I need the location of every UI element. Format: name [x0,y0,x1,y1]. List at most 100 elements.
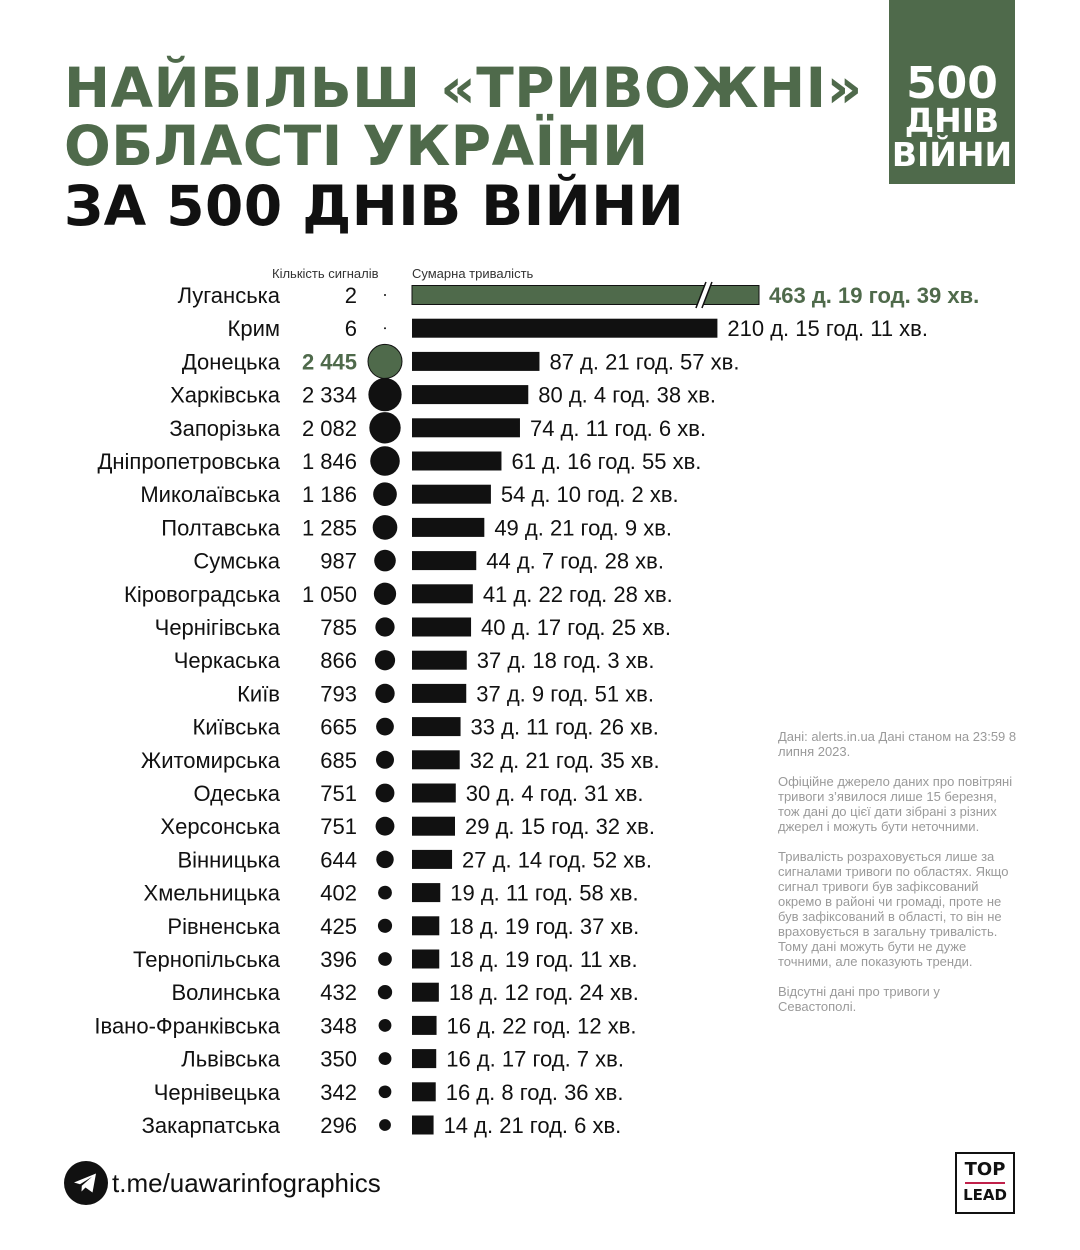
duration-label: 40 д. 17 год. 25 хв. [481,615,671,640]
duration-label: 37 д. 18 год. 3 хв. [477,648,655,673]
signal-count-label: 1 050 [302,582,357,607]
duration-bar [411,285,760,305]
alerts-chart: Луганська 2 463 д. 19 год. 39 хв. Крим 6 210 … [94,281,979,1138]
signal-count-label: 751 [320,781,357,806]
logo-top-text: TOP [964,1159,1006,1180]
region-label: Івано-Франківська [94,1013,280,1038]
logo-divider [965,1182,1005,1184]
signal-count-dot [370,446,400,476]
duration-bar [412,418,520,438]
signal-count-dot [378,952,392,966]
duration-label: 29 д. 15 год. 32 хв. [465,814,655,839]
signal-count-dot [368,377,402,412]
signal-count-label: 432 [320,980,357,1005]
signal-count-label: 425 [320,914,357,939]
region-label: Рівненська [167,914,280,939]
badge-number: 500 [906,58,998,109]
duration-label: 16 д. 22 год. 12 хв. [447,1013,637,1038]
signal-count-dot [376,750,394,769]
duration-bar [412,351,540,371]
region-label: Київська [193,715,281,740]
duration-column-header: Сумарна тривалість [412,266,534,281]
duration-bar [412,683,467,703]
region-label: Полтавська [161,515,280,540]
signal-count-label: 2 445 [302,349,357,374]
signal-count-label: 685 [320,748,357,773]
signal-count-label: 342 [320,1080,357,1105]
duration-bar [412,551,477,571]
duration-bar [412,517,485,537]
duration-label: 37 д. 9 год. 51 хв. [476,681,654,706]
signal-count-dot [375,683,395,704]
signal-count-dot [377,985,393,1000]
region-label: Волинська [171,980,280,1005]
region-label: Сумська [193,549,280,574]
signal-count-label: 396 [320,947,357,972]
region-label: Крим [228,316,280,341]
signal-count-dot [375,617,395,637]
region-label: Луганська [178,283,281,308]
region-label: Кіровоградська [124,582,281,607]
duration-bar [412,584,473,604]
signal-count-label: 785 [320,615,357,640]
telegram-link-text: t.me/uawarinfographics [112,1167,381,1198]
telegram-icon [64,1161,108,1205]
duration-bar [412,451,502,471]
signal-count-dot [376,717,394,736]
duration-bar [412,1015,437,1035]
signal-count-dot [376,850,394,869]
note-duration-method: Тривалість розраховується лише за сигнал… [778,849,1009,969]
region-label: Тернопільська [133,947,281,972]
signal-count-label: 2 334 [302,383,357,408]
signal-count-label: 348 [320,1013,357,1038]
note-official-source: Офіційне джерело даних про повітряні три… [778,774,1013,834]
region-label: Київ [237,681,280,706]
signal-count-dot [377,918,393,933]
duration-label: 16 д. 17 год. 7 хв. [446,1047,624,1072]
signal-count-label: 1 186 [302,482,357,507]
signal-count-dot [373,482,397,507]
duration-bar [412,1049,437,1069]
duration-label: 61 д. 16 год. 55 хв. [511,449,701,474]
signal-count-label: 866 [320,648,357,673]
duration-label: 32 д. 21 год. 35 хв. [470,748,660,773]
title-line-2: ОБЛАСТІ УКРАЇНИ [64,114,649,178]
signal-count-label: 665 [320,715,357,740]
duration-label: 87 д. 21 год. 57 хв. [549,349,739,374]
region-label: Чернівецька [154,1080,281,1105]
duration-label: 54 д. 10 год. 2 хв. [501,482,679,507]
duration-label: 18 д. 19 год. 37 хв. [449,914,639,939]
duration-bar [412,617,472,637]
duration-label: 16 д. 8 год. 36 хв. [446,1080,624,1105]
signal-count-dot [374,650,396,671]
region-label: Хмельницька [144,881,281,906]
signal-count-dot [378,1052,392,1066]
region-label: Львівська [181,1047,280,1072]
badge-word-war: ВІЙНИ [891,135,1013,174]
duration-label: 210 д. 15 год. 11 хв. [727,316,928,341]
duration-label: 18 д. 19 год. 11 хв. [449,947,637,972]
duration-bar [412,783,456,803]
duration-label: 44 д. 7 год. 28 хв. [486,549,664,574]
duration-bar [412,949,440,969]
signal-count-label: 987 [320,549,357,574]
signal-count-label: 402 [320,881,357,906]
region-label: Житомирська [141,748,281,773]
count-column-header: Кількість сигналів [272,266,379,281]
logo-bottom-text: LEAD [963,1186,1007,1204]
top-lead-logo: TOP LEAD [955,1152,1015,1214]
signal-count-dot [373,582,397,605]
notes-panel: Дані: alerts.in.ua Дані станом на 23:59 … [778,729,1018,1029]
telegram-link[interactable]: t.me/uawarinfographics [64,1160,381,1206]
signal-count-dot [367,343,403,379]
500-days-badge: 500 ДНІВ ВІЙНИ [889,0,1015,184]
duration-bar [412,650,467,670]
region-label: Черкаська [174,648,281,673]
duration-bar [412,982,439,1002]
duration-label: 33 д. 11 год. 26 хв. [471,715,659,740]
duration-label: 18 д. 12 год. 24 хв. [449,980,639,1005]
signal-count-label: 350 [320,1047,357,1072]
signal-count-label: 6 [345,316,357,341]
signal-count-label: 2 [345,283,357,308]
note-source: Дані: alerts.in.ua Дані станом на 23:59 … [778,729,1017,759]
